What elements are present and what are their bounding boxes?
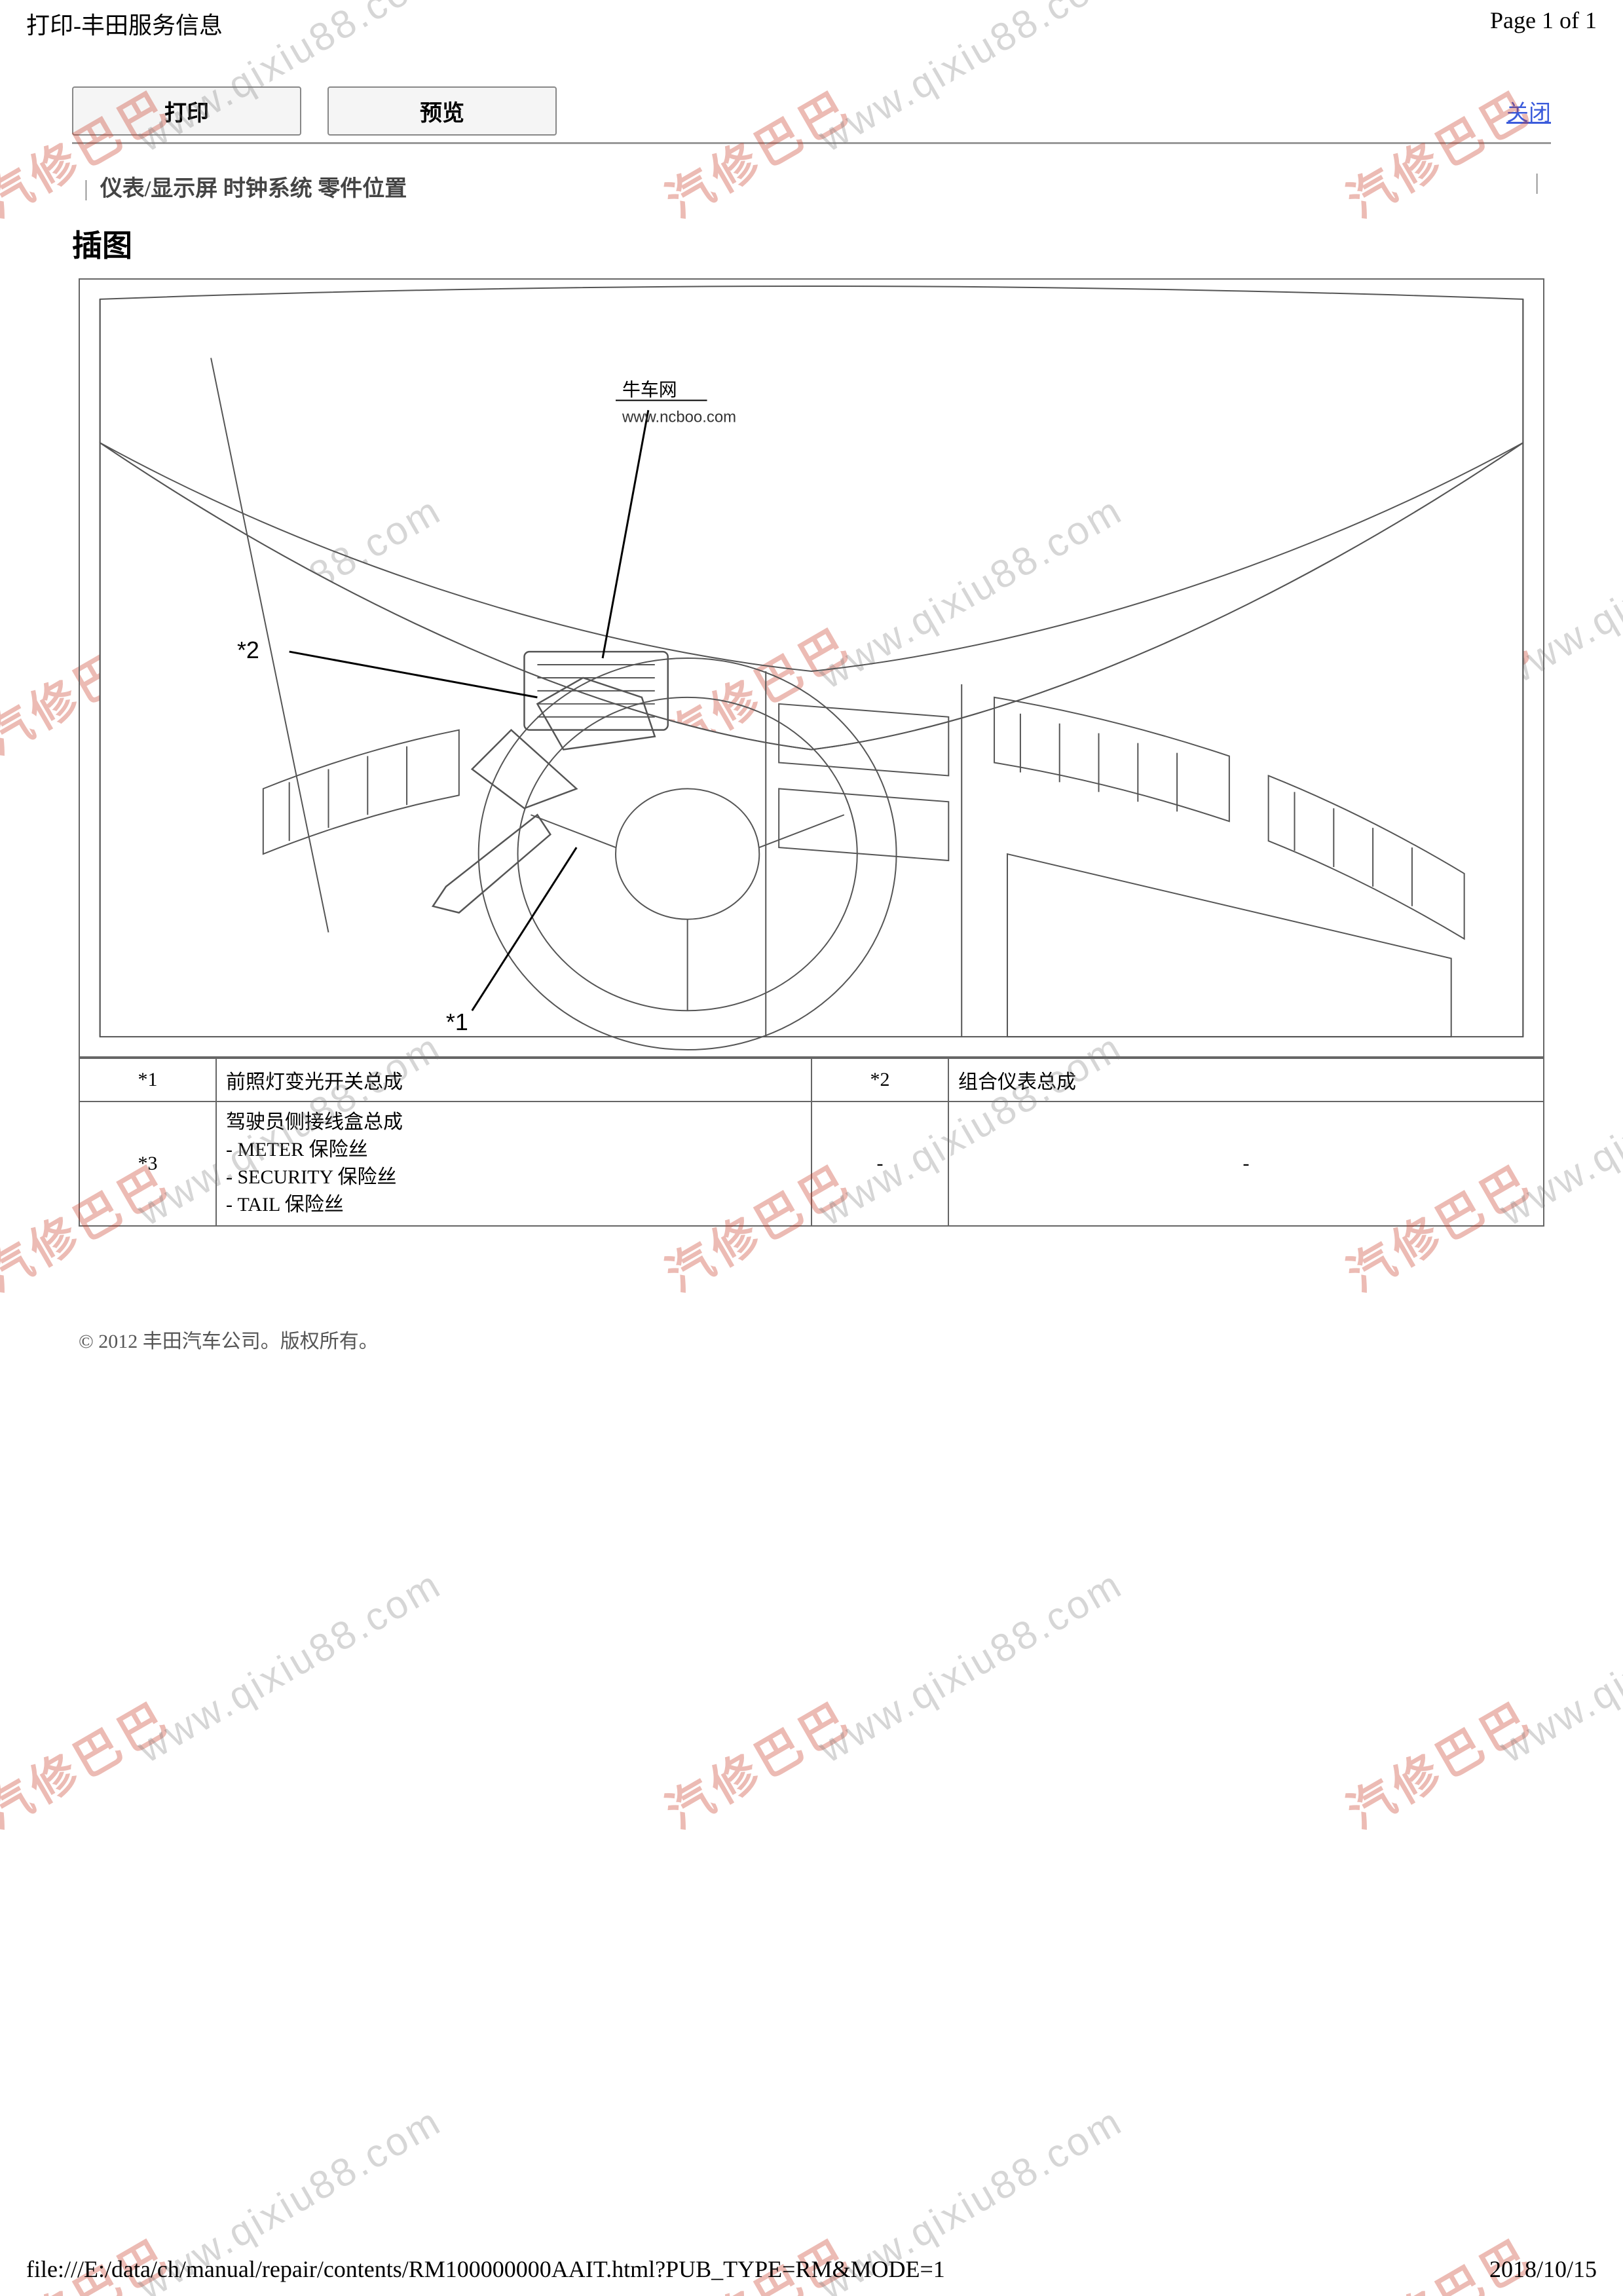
breadcrumb: |仪表/显示屏 时钟系统 零件位置 | — [72, 170, 1551, 202]
page-footer: file:///E:/data/ch/manual/repair/content… — [0, 2255, 1623, 2283]
copyright-text: © 2012 丰田汽车公司。版权所有。 — [79, 1325, 1544, 1354]
page-header: 打印-丰田服务信息 Page 1 of 1 — [0, 0, 1623, 41]
footer-date: 2018/10/15 — [1489, 2255, 1597, 2283]
parts-table: *1 前照灯变光开关总成 *2 组合仪表总成 *3 驾驶员侧接线盒总成 - ME… — [79, 1058, 1544, 1227]
divider-icon: | — [72, 177, 100, 201]
diagram-container: *2 *1 牛车网 www.ncboo.com — [79, 278, 1544, 1058]
table-cell-key: *1 — [79, 1058, 216, 1102]
table-cell-value: 组合仪表总成 — [948, 1058, 1544, 1102]
watermark-red: 汽修巴巴 — [0, 1682, 181, 1842]
watermark-red: 汽修巴巴 — [652, 1682, 863, 1842]
close-link[interactable]: 关闭 — [1506, 95, 1551, 127]
table-cell-value: - — [948, 1102, 1544, 1226]
table-cell-value: 驾驶员侧接线盒总成 - METER 保险丝 - SECURITY 保险丝 - T… — [216, 1102, 811, 1226]
watermark-gray: www.qixiu88.com — [811, 1561, 1130, 1772]
callout-3-title: 牛车网 — [622, 379, 677, 400]
table-cell-key: *2 — [811, 1058, 948, 1102]
page-indicator: Page 1 of 1 — [1490, 7, 1597, 41]
print-button[interactable]: 打印 — [72, 86, 301, 136]
table-row: *3 驾驶员侧接线盒总成 - METER 保险丝 - SECURITY 保险丝 … — [79, 1102, 1544, 1226]
callout-2-label: *2 — [237, 637, 259, 663]
dashboard-diagram-icon: *2 *1 牛车网 www.ncboo.com — [80, 280, 1543, 1056]
table-cell-value: 前照灯变光开关总成 — [216, 1058, 811, 1102]
watermark-gray: www.qixiu88.com — [1492, 1561, 1623, 1772]
divider-icon: | — [1523, 170, 1551, 202]
footer-path: file:///E:/data/ch/manual/repair/content… — [26, 2255, 945, 2283]
breadcrumb-text: 仪表/显示屏 时钟系统 零件位置 — [100, 177, 407, 201]
callout-3-url: www.ncboo.com — [622, 408, 736, 426]
callout-1-label: *1 — [446, 1009, 468, 1035]
watermark-red: 汽修巴巴 — [1334, 1682, 1544, 1842]
preview-button[interactable]: 预览 — [327, 86, 557, 136]
watermark-gray: www.qixiu88.com — [130, 1561, 449, 1772]
table-row: *1 前照灯变光开关总成 *2 组合仪表总成 — [79, 1058, 1544, 1102]
section-title: 插图 — [72, 222, 1551, 265]
toolbar: 打印 预览 关闭 — [72, 86, 1551, 144]
table-cell-key: *3 — [79, 1102, 216, 1226]
page-title: 打印-丰田服务信息 — [26, 7, 223, 41]
table-cell-key: - — [811, 1102, 948, 1226]
